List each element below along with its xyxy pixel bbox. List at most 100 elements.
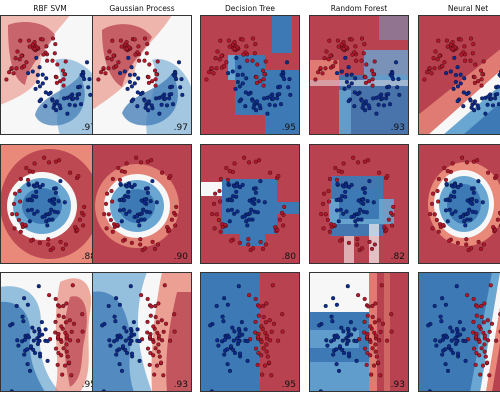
point-class-blue xyxy=(465,211,470,216)
decision-region xyxy=(309,15,409,135)
point-class-red xyxy=(62,72,67,77)
point-class-blue xyxy=(124,211,129,216)
point-class-red xyxy=(373,333,378,338)
point-class-blue xyxy=(57,103,62,108)
point-class-red xyxy=(46,237,51,242)
point-class-red xyxy=(172,312,177,317)
column-title-1: Gaussian Process xyxy=(109,4,174,13)
point-class-red xyxy=(479,314,484,320)
point-class-red xyxy=(240,37,245,42)
point-class-blue xyxy=(250,200,255,205)
point-class-red xyxy=(462,44,467,49)
point-class-red xyxy=(146,75,151,80)
point-class-red xyxy=(476,79,481,84)
point-class-red xyxy=(430,226,435,231)
point-class-red xyxy=(368,324,373,329)
point-class-red xyxy=(477,324,482,329)
point-class-red xyxy=(322,191,327,196)
point-class-blue xyxy=(229,207,234,212)
point-class-red xyxy=(363,80,368,85)
point-class-red xyxy=(44,44,49,49)
point-class-red xyxy=(133,52,138,57)
point-class-blue xyxy=(254,108,259,113)
point-class-red xyxy=(277,217,282,222)
point-class-red xyxy=(108,217,113,223)
point-class-red xyxy=(362,319,367,324)
point-class-blue xyxy=(456,185,461,190)
point-class-blue xyxy=(215,338,220,343)
point-class-blue xyxy=(21,319,26,324)
point-class-blue xyxy=(349,72,354,77)
point-class-blue xyxy=(240,72,245,77)
point-class-red xyxy=(384,227,389,233)
point-class-red xyxy=(24,60,29,65)
point-class-blue xyxy=(87,77,92,82)
point-class-red xyxy=(261,303,266,309)
point-class-blue xyxy=(128,284,133,289)
point-class-red xyxy=(282,204,287,209)
point-class-blue xyxy=(132,81,137,86)
point-class-red xyxy=(154,363,160,368)
point-class-red xyxy=(173,223,178,228)
point-class-blue xyxy=(77,84,83,89)
point-class-blue xyxy=(123,347,128,352)
point-class-red xyxy=(460,155,465,160)
axes-frame xyxy=(418,15,500,135)
point-class-red xyxy=(442,60,447,65)
point-class-blue xyxy=(250,98,255,103)
point-class-red xyxy=(14,212,19,217)
point-class-blue xyxy=(449,338,454,343)
point-class-red xyxy=(478,372,483,377)
axes-frame xyxy=(92,272,192,392)
point-class-blue xyxy=(242,214,247,219)
point-class-red xyxy=(63,320,68,325)
point-class-blue xyxy=(26,335,32,340)
point-class-blue xyxy=(356,217,361,222)
point-class-blue xyxy=(72,103,78,108)
score-label: .95 xyxy=(82,380,96,390)
point-class-red xyxy=(377,338,382,343)
point-class-blue xyxy=(440,296,445,301)
point-class-red xyxy=(64,301,69,306)
point-class-blue xyxy=(137,339,142,344)
point-class-red xyxy=(268,338,273,343)
point-class-blue xyxy=(473,210,478,215)
point-class-red xyxy=(151,353,156,358)
point-class-blue xyxy=(180,92,185,97)
point-class-red xyxy=(256,350,261,356)
point-class-blue xyxy=(20,314,25,319)
point-class-blue xyxy=(463,358,468,363)
point-class-red xyxy=(265,354,270,359)
point-class-red xyxy=(321,226,326,231)
point-class-blue xyxy=(232,350,238,356)
point-class-blue xyxy=(458,72,463,77)
point-class-red xyxy=(116,165,121,171)
point-class-red xyxy=(138,237,143,242)
point-class-red xyxy=(458,37,463,42)
point-class-red xyxy=(225,177,231,182)
point-class-red xyxy=(17,57,22,62)
point-class-red xyxy=(369,372,374,377)
point-class-red xyxy=(17,188,22,194)
point-class-red xyxy=(327,176,332,182)
point-class-blue xyxy=(386,92,391,97)
point-class-blue xyxy=(42,214,47,219)
point-class-blue xyxy=(108,343,113,348)
point-class-blue xyxy=(16,343,21,348)
point-class-blue xyxy=(124,329,129,334)
point-class-red xyxy=(279,210,285,215)
point-class-blue xyxy=(34,55,39,60)
point-class-red xyxy=(242,155,247,160)
point-class-blue xyxy=(118,181,123,187)
point-class-blue xyxy=(46,91,51,97)
point-class-red xyxy=(30,169,35,174)
point-class-blue xyxy=(495,84,500,89)
point-class-red xyxy=(431,191,436,196)
point-class-blue xyxy=(450,329,455,334)
point-class-blue xyxy=(107,338,112,343)
point-class-red xyxy=(215,49,220,54)
point-class-blue xyxy=(257,103,262,108)
point-class-red xyxy=(156,301,161,306)
point-class-blue xyxy=(345,284,350,289)
point-class-red xyxy=(253,319,258,324)
